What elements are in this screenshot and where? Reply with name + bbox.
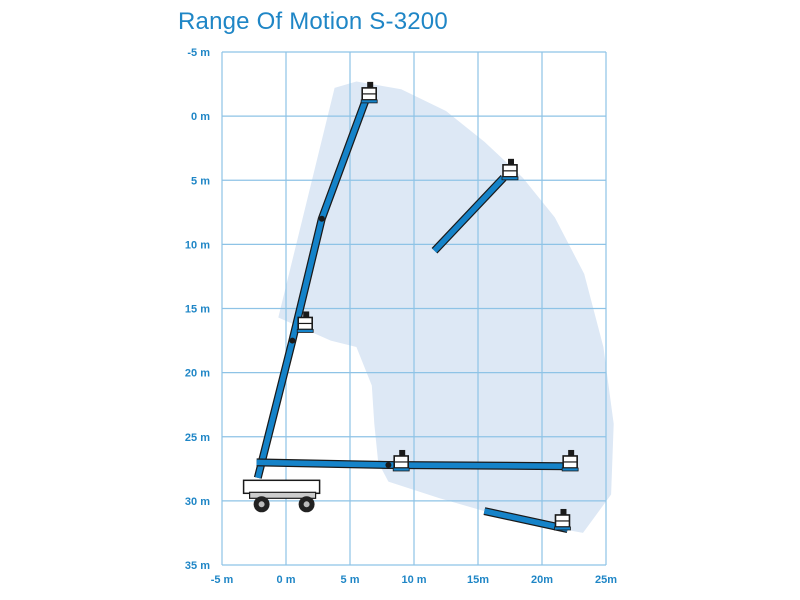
platform-basket	[501, 158, 519, 181]
envelope-layer	[278, 81, 614, 533]
y-tick-label: -5 m	[187, 47, 210, 59]
x-tick-label: 10 m	[401, 574, 426, 586]
operator	[560, 508, 567, 515]
boom-arm	[483, 508, 569, 532]
page-title: Range Of Motion S-3200	[178, 8, 448, 35]
turntable	[242, 479, 321, 495]
chassis	[249, 491, 317, 499]
y-tick-label: 15 m	[185, 304, 210, 316]
boom-max-height	[253, 99, 370, 479]
y-tick-label: 20 m	[185, 368, 210, 380]
platform-basket	[296, 311, 314, 333]
axis-tick-labels: -5 m 0 m 5 m 10 m 15m 20m 25m -5 m 0 m 5 m 10 m 15 …	[185, 47, 617, 586]
basket-floor	[296, 329, 314, 333]
operator	[568, 449, 575, 456]
y-tick-label: 0 m	[191, 111, 210, 123]
basket-floor	[554, 526, 571, 531]
machine-base	[242, 479, 321, 513]
hub-right	[303, 501, 310, 508]
y-tick-label: 25 m	[185, 432, 210, 444]
platform-basket	[554, 508, 571, 531]
boom-arm	[432, 175, 506, 253]
basket-floor	[561, 467, 579, 472]
basket-floor	[392, 467, 410, 472]
operator	[508, 158, 514, 165]
operator	[399, 449, 406, 456]
platform-basket	[360, 81, 378, 104]
basket-floor	[501, 176, 519, 181]
x-tick-label: 25m	[595, 574, 617, 586]
x-tick-label: 0 m	[277, 574, 296, 586]
y-tick-label: 35 m	[185, 560, 210, 572]
operator	[303, 311, 310, 318]
reach-envelope	[278, 81, 614, 533]
platform-basket	[392, 449, 410, 472]
x-tick-label: 15m	[467, 574, 489, 586]
y-tick-label: 5 m	[191, 175, 210, 187]
x-tick-label: -5 m	[211, 574, 234, 586]
basket-floor	[360, 99, 378, 104]
boom-upper-right	[431, 174, 507, 254]
boom-below-grade	[483, 507, 569, 534]
x-tick-label: 5 m	[341, 574, 360, 586]
operator	[367, 81, 374, 88]
platform-basket	[561, 449, 579, 472]
boom-horizontal-max	[256, 458, 568, 471]
boom-joint	[318, 215, 325, 222]
boom-arm	[255, 99, 368, 479]
grid-layer	[221, 51, 607, 566]
boom-layer	[253, 81, 579, 534]
y-tick-label: 30 m	[185, 496, 210, 508]
boom-joint	[289, 337, 296, 344]
boom-joint	[385, 461, 392, 468]
x-tick-label: 20m	[531, 574, 553, 586]
y-tick-label: 10 m	[185, 239, 210, 251]
hub-left	[258, 501, 265, 508]
